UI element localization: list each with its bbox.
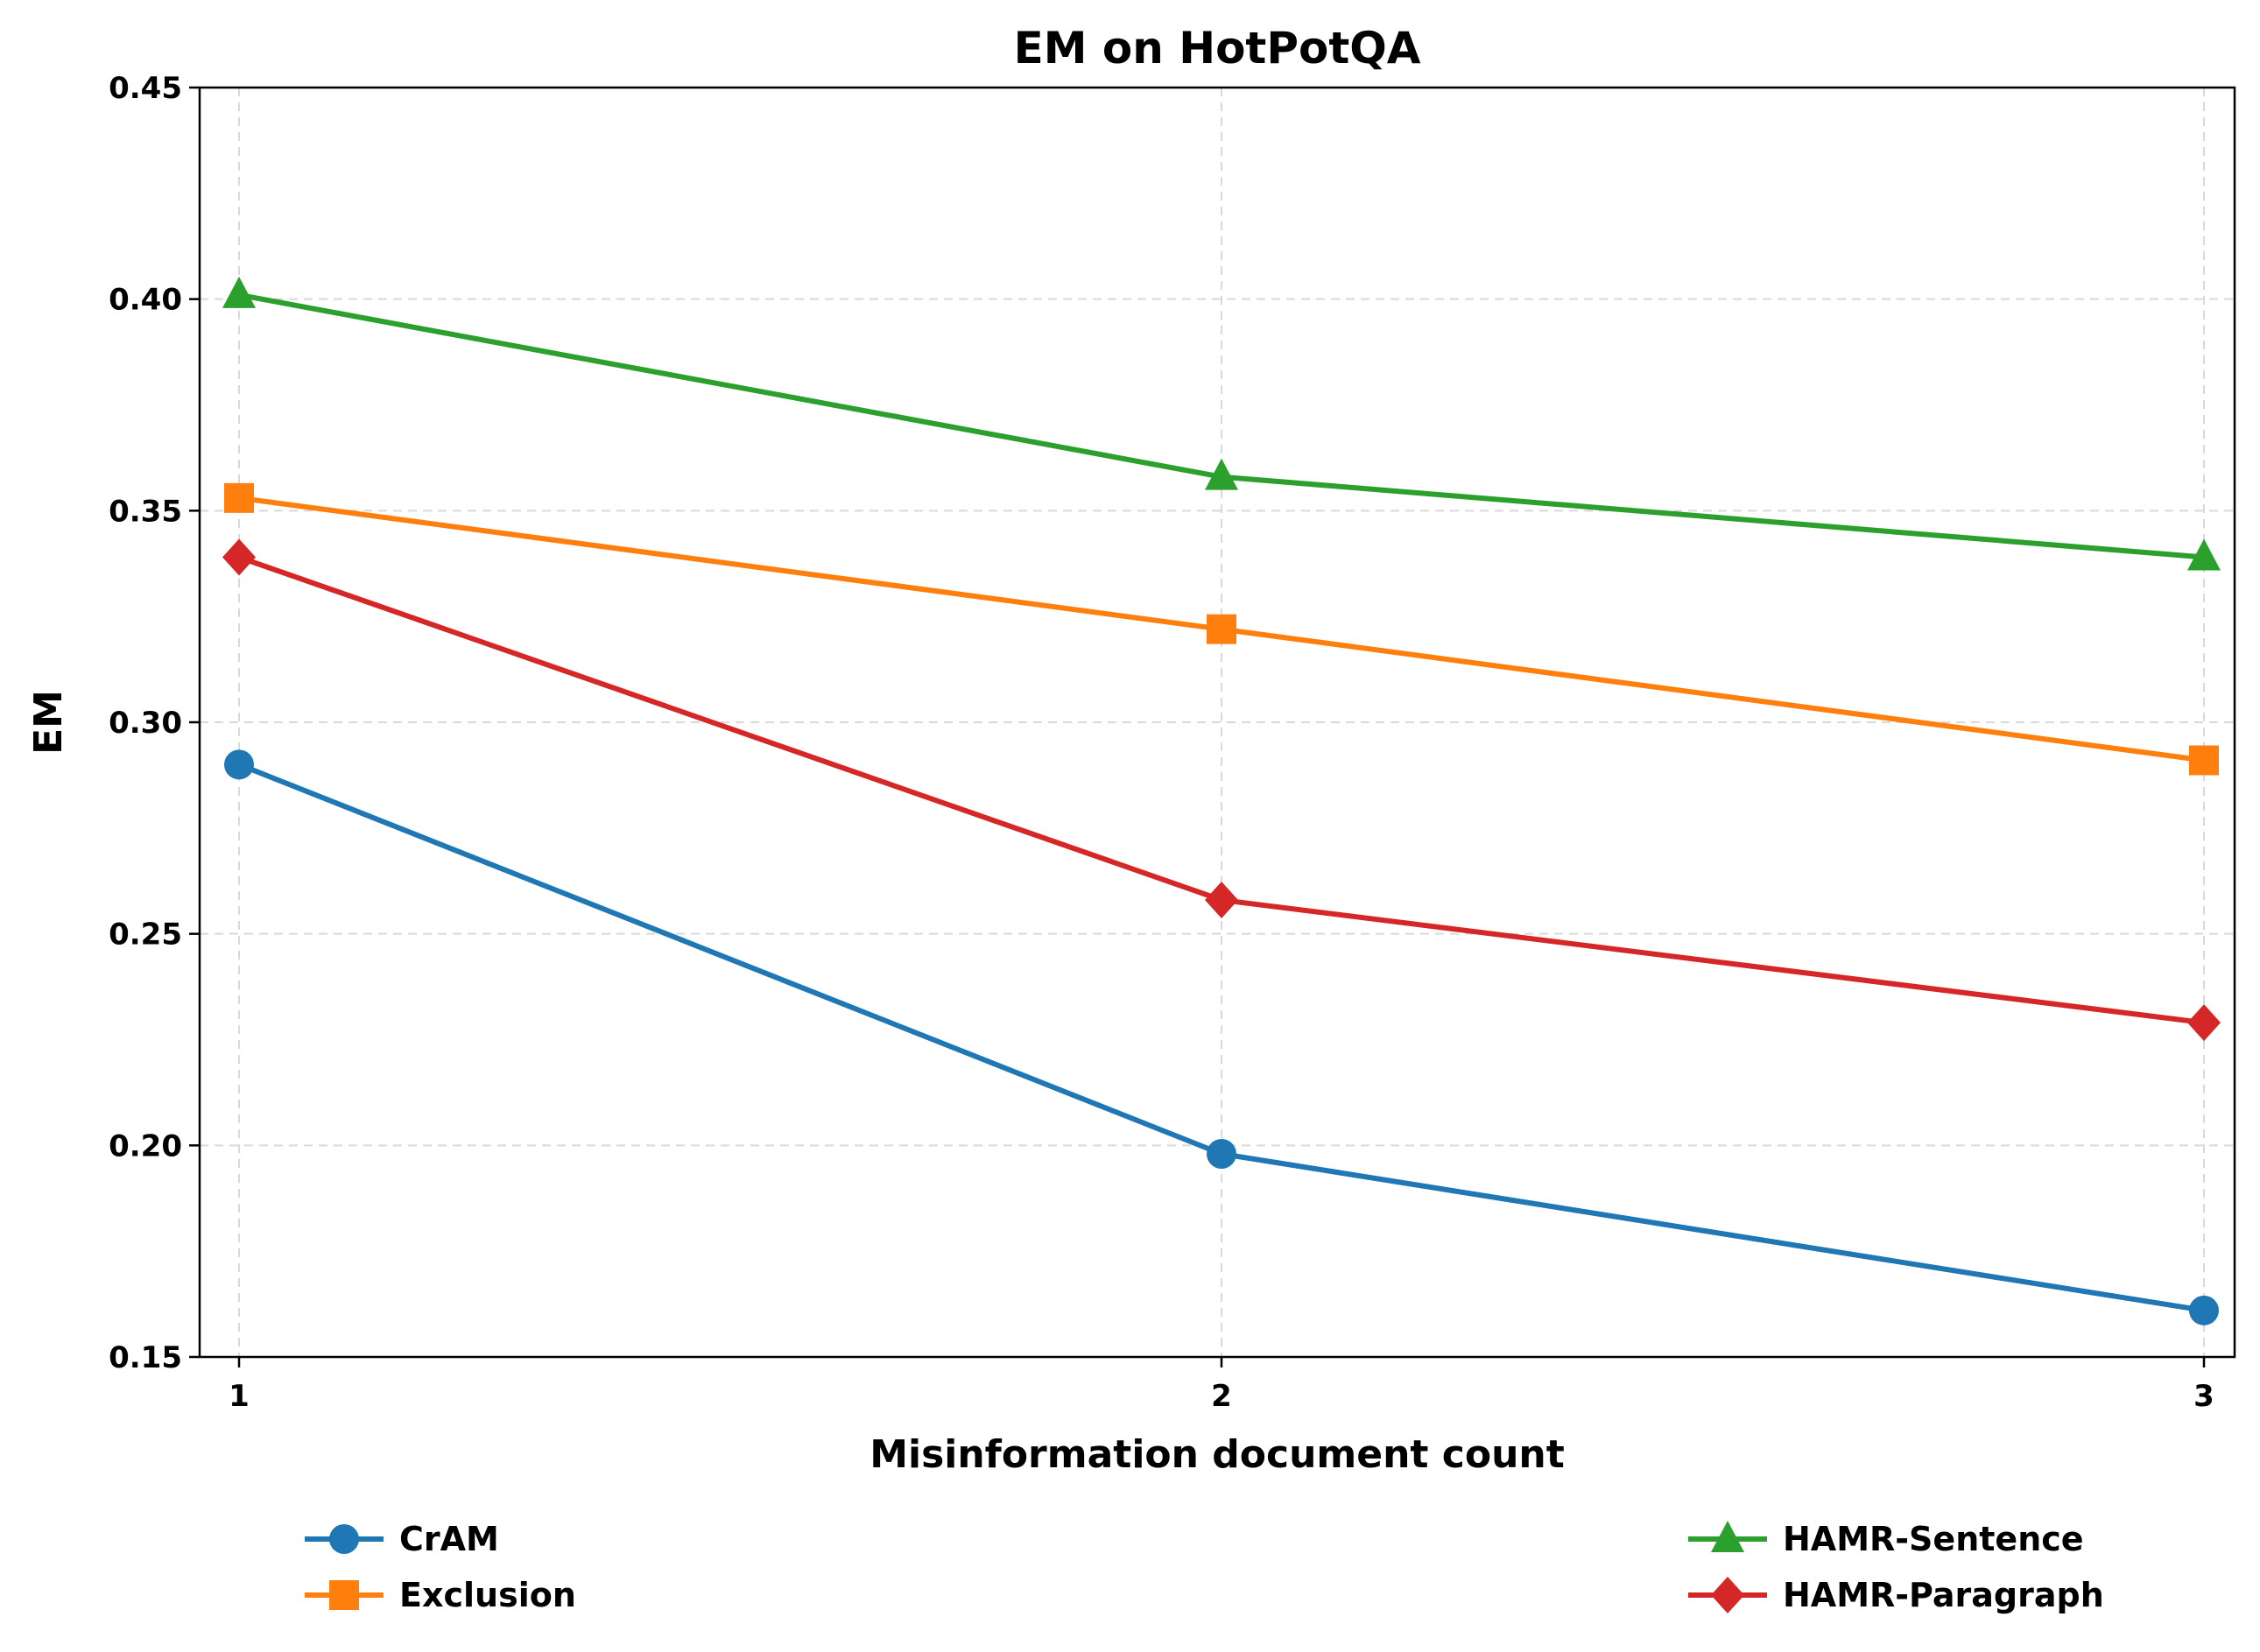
data-point-hamr-sentence	[2187, 538, 2221, 571]
data-point-cram	[224, 749, 254, 780]
data-point-cram	[1207, 1139, 1236, 1169]
y-tick-label: 0.25	[109, 917, 182, 953]
series-exclusion	[224, 482, 2219, 776]
y-tick-label: 0.35	[109, 494, 182, 529]
legend-marker	[329, 1524, 359, 1554]
y-axis-label: EM	[26, 690, 71, 755]
x-tick-label: 3	[2193, 1379, 2214, 1414]
legend-marker	[1711, 1521, 1744, 1552]
x-tick-label: 2	[1211, 1379, 1232, 1414]
y-tick-label: 0.15	[109, 1340, 182, 1375]
y-tick-label: 0.20	[109, 1128, 182, 1163]
series-group	[222, 276, 2221, 1325]
series-line-cram	[237, 762, 2205, 1313]
data-point-hamr-sentence	[222, 276, 256, 308]
legend-item-hamr-sentence: HAMR-Sentence	[1688, 1520, 2084, 1558]
y-tick-label: 0.45	[109, 71, 182, 106]
legend: CrAM Exclusion HAMR-Sentence HAMR-Paragraph	[305, 1520, 2104, 1614]
y-tick-label: 0.30	[109, 706, 182, 741]
legend-marker	[1711, 1577, 1744, 1613]
chart-title: EM on HotPotQA	[1014, 23, 1421, 74]
data-point-hamr-sentence	[1205, 458, 1238, 490]
legend-label: Exclusion	[399, 1576, 576, 1614]
series-hamr-sentence	[222, 276, 2221, 571]
legend-label: HAMR-Sentence	[1783, 1520, 2084, 1558]
y-axis-ticks: 0.15 0.20 0.25 0.30 0.35 0.40 0.45	[109, 71, 200, 1375]
legend-label: HAMR-Paragraph	[1783, 1576, 2104, 1614]
series-hamr-paragraph	[222, 538, 2221, 1042]
x-tick-label: 1	[229, 1379, 250, 1414]
data-point-exclusion	[2189, 745, 2219, 776]
x-axis-label: Misinformation document count	[870, 1432, 1565, 1477]
data-point-exclusion	[224, 482, 254, 513]
legend-marker	[329, 1580, 359, 1610]
series-cram	[224, 749, 2219, 1325]
legend-label: CrAM	[399, 1520, 499, 1558]
legend-item-exclusion: Exclusion	[305, 1576, 576, 1614]
y-tick-label: 0.40	[109, 283, 182, 318]
data-point-exclusion	[1207, 614, 1236, 644]
data-point-hamr-paragraph	[1205, 882, 1238, 918]
legend-item-hamr-paragraph: HAMR-Paragraph	[1688, 1576, 2104, 1614]
x-axis-ticks: 1 2 3	[229, 1357, 2214, 1414]
data-point-hamr-paragraph	[222, 538, 256, 576]
data-point-hamr-paragraph	[2187, 1004, 2221, 1042]
data-point-cram	[2189, 1295, 2219, 1325]
legend-item-cram: CrAM	[305, 1520, 499, 1558]
